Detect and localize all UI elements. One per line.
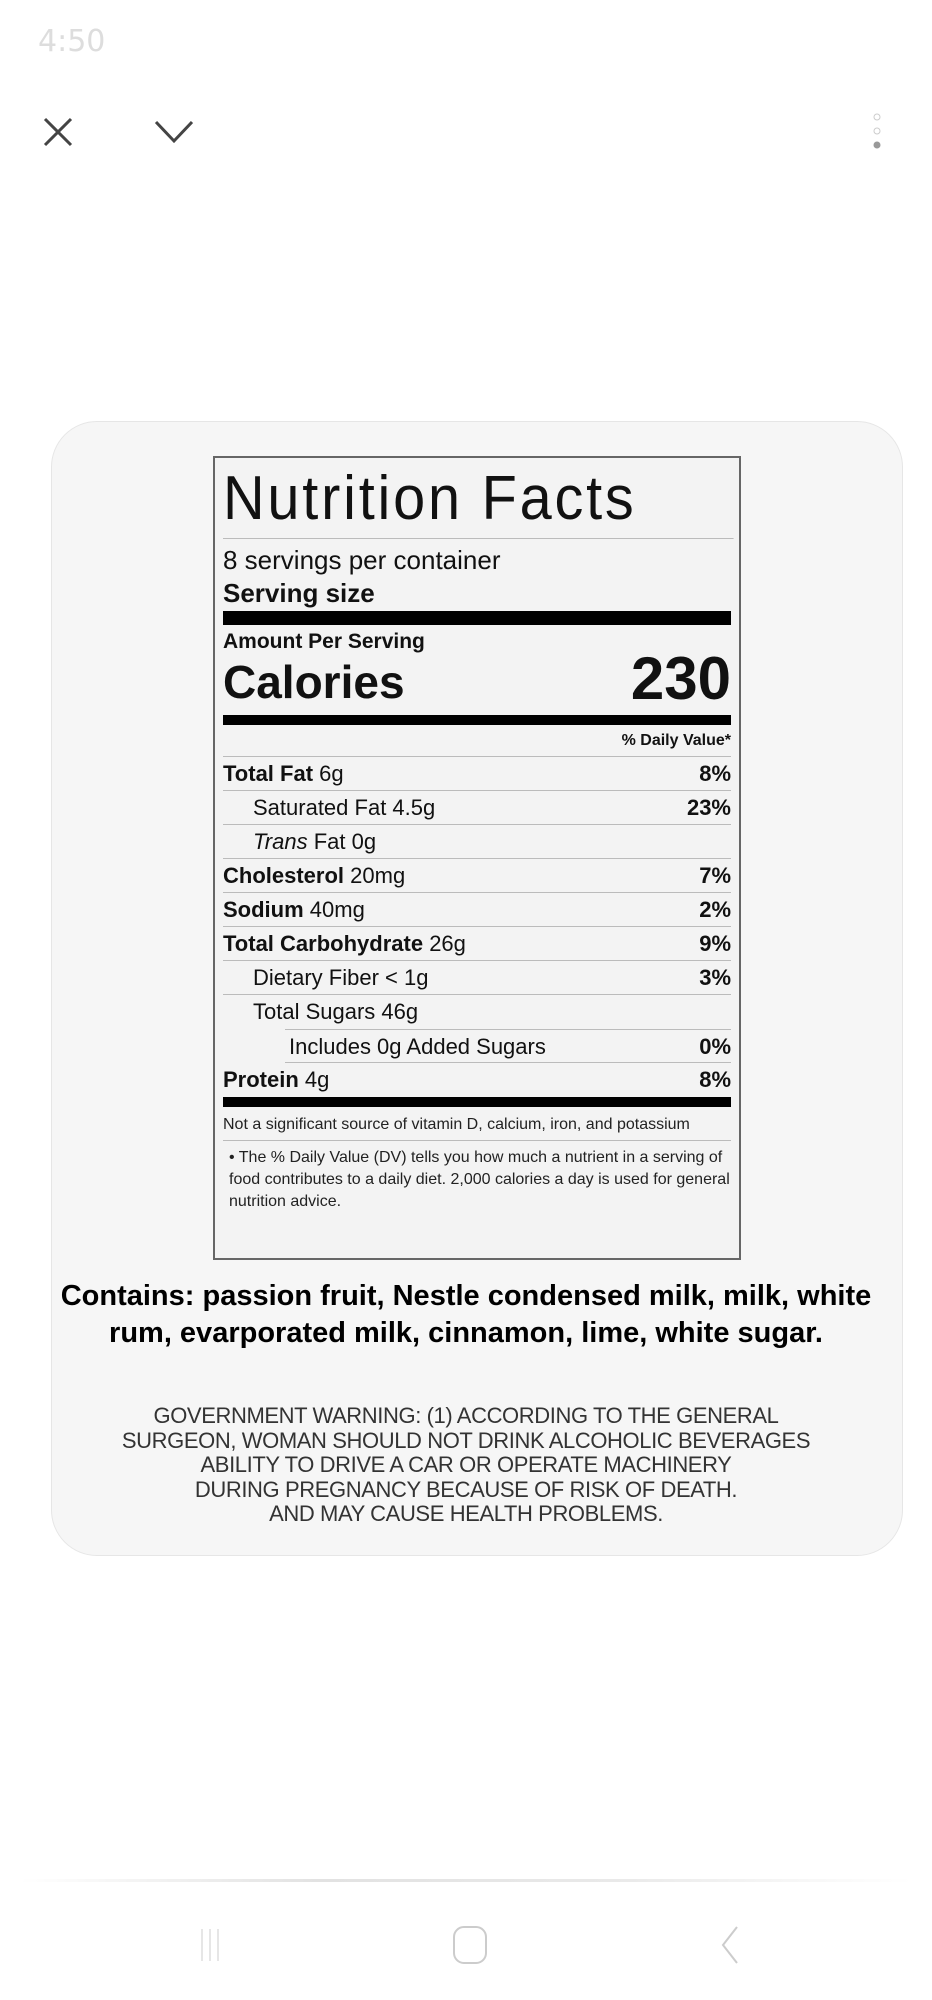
footnote-vitamins: Not a significant source of vitamin D, c… [223, 1107, 731, 1141]
more-vertical-icon [873, 113, 881, 149]
nutrient-row: Total Sugars 46g [223, 995, 731, 1029]
nutrient-row: Total Fat 6g 8% [223, 757, 731, 791]
nutrient-row: Includes 0g Added Sugars 0% [285, 1029, 731, 1063]
nutrient-amount: Fat 0g [313, 829, 377, 854]
home-button[interactable] [445, 1925, 495, 1965]
serving-size: Serving size [223, 578, 375, 608]
nutrient-row: Cholesterol 20mg 7% [223, 859, 731, 893]
nutrient-row: Saturated Fat 4.5g 23% [223, 791, 731, 825]
nutrient-dv: 8% [699, 1067, 731, 1092]
footnote-daily-value: • The % Daily Value (DV) tells you how m… [229, 1149, 730, 1210]
warning-line: DURING PREGNANCY BECAUSE OF RISK OF DEAT… [194, 1476, 738, 1502]
back-icon [721, 1926, 738, 1964]
nutrient-amount: 26g [429, 931, 466, 956]
nutrient-amount: 4g [304, 1067, 330, 1092]
warning-line: GOVERNMENT WARNING: (1) ACCORDING TO THE… [153, 1403, 779, 1428]
nutrient-name: Cholesterol [223, 863, 345, 888]
nutrient-amount: 6g [319, 761, 344, 786]
home-icon [453, 1926, 487, 1964]
footnote-text: The % Daily Value (DV) tells you how muc… [229, 1149, 730, 1210]
label-title: Nutrition Facts [223, 458, 734, 539]
calories-row: Calories 230 [223, 649, 731, 709]
back-button[interactable] [705, 1925, 755, 1965]
close-icon [43, 117, 73, 147]
nutrient-name: Dietary Fiber < 1g [253, 965, 429, 990]
status-time: 4:50 [38, 24, 106, 59]
nutrient-dv: 8% [699, 761, 731, 786]
warning-line: AND MAY CAUSE HEALTH PROBLEMS. [269, 1501, 663, 1527]
ingredients-text: Contains: passion fruit, Nestle condense… [60, 1280, 872, 1349]
warning-line: SURGEON, WOMAN SHOULD NOT DRINK ALCOHOLI… [121, 1427, 811, 1453]
calories-value: 230 [630, 645, 731, 712]
nutrient-dv: 23% [686, 795, 731, 820]
nutrient-name: Trans [253, 829, 308, 854]
recents-icon [201, 1929, 219, 1961]
nutrient-name: Total Sugars 46g [253, 999, 419, 1024]
nutrient-name: Total Fat [223, 761, 314, 786]
divider-thick [223, 1097, 731, 1107]
nutrient-name: Protein [223, 1067, 299, 1092]
nutrient-name: Sodium [223, 897, 304, 922]
calories-label: Calories [223, 656, 405, 708]
more-options-button[interactable] [855, 110, 899, 154]
nutrient-row: Total Carbohydrate 26g 9% [223, 927, 731, 961]
nutrient-row: Sodium 40mg 2% [223, 893, 731, 927]
nutrient-dv: 2% [699, 897, 731, 922]
amount-per-serving: Amount Per Serving [223, 630, 425, 653]
chevron-down-icon [154, 120, 194, 144]
nutrient-row: Protein 4g 8% [223, 1063, 731, 1097]
nutrient-row: Trans Fat 0g [223, 825, 731, 859]
nutrient-dv: 3% [699, 965, 731, 990]
nutrient-dv: 0% [699, 1034, 731, 1059]
nutrient-amount: 20mg [350, 863, 406, 888]
nav-divider [20, 1879, 912, 1882]
nutrient-name: Includes 0g Added Sugars [289, 1034, 546, 1059]
government-warning: GOVERNMENT WARNING: (1) ACCORDING TO THE… [60, 1403, 872, 1527]
collapse-button[interactable] [152, 110, 196, 154]
divider-thick [223, 715, 731, 725]
recents-button[interactable] [185, 1925, 235, 1965]
divider-thick [223, 611, 731, 625]
nutrient-amount: 40mg [309, 897, 365, 922]
nutrient-row: Dietary Fiber < 1g 3% [223, 961, 731, 995]
warning-line: ABILITY TO DRIVE A CAR OR OPERATE MACHIN… [200, 1452, 732, 1478]
servings-per-container: 8 servings per container [223, 545, 501, 575]
nutrient-dv: 7% [699, 863, 731, 888]
nutrient-dv: 9% [699, 931, 731, 956]
nutrition-label: Nutrition Facts 8 servings per container… [213, 456, 741, 1260]
close-button[interactable] [36, 110, 80, 154]
daily-value-header: % Daily Value* [223, 725, 731, 757]
nutrient-name: Total Carbohydrate [223, 931, 424, 956]
nutrient-name: Saturated Fat 4.5g [253, 795, 436, 820]
